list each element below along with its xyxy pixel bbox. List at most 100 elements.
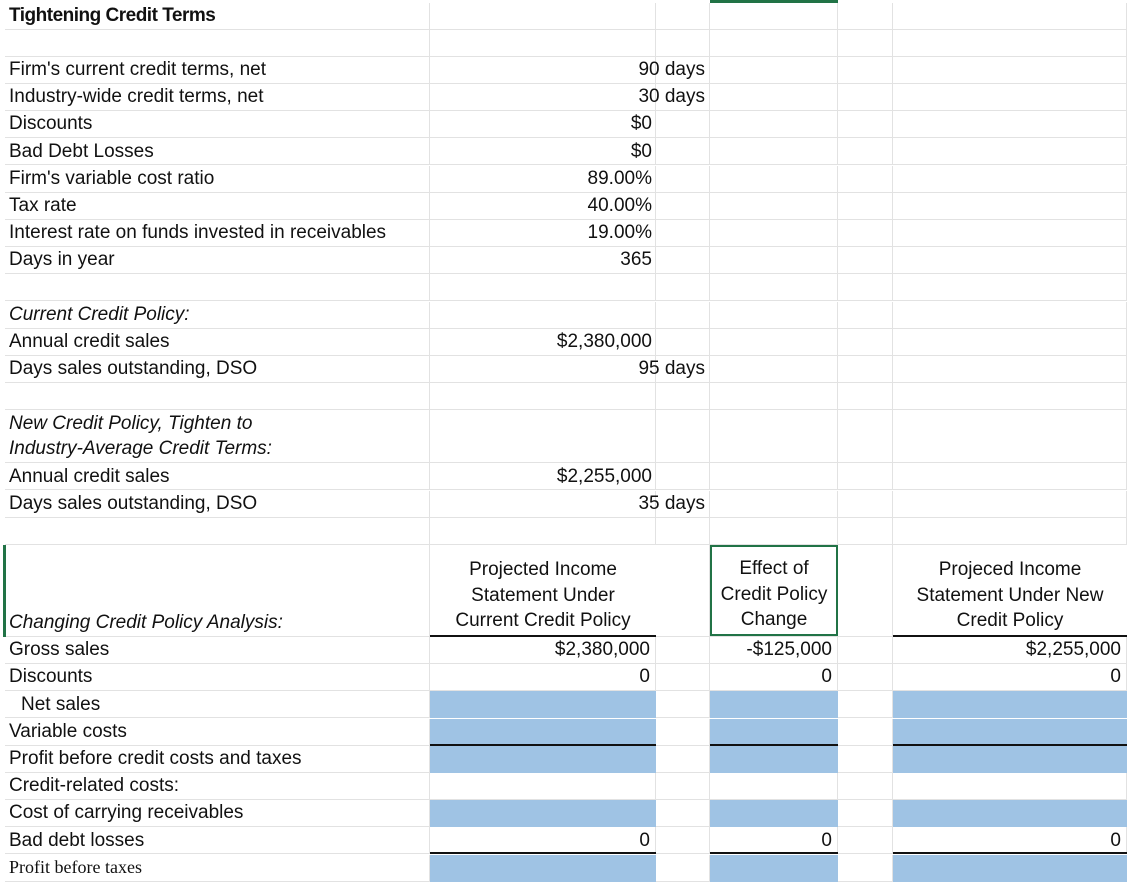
grid-cell <box>430 219 656 248</box>
cell-value: 0 <box>639 666 650 688</box>
grid-cell <box>430 301 656 329</box>
grid-cell <box>893 664 1127 692</box>
grid-cell <box>893 56 1127 84</box>
grid-cell <box>5 301 430 329</box>
cell-label: Annual credit sales <box>9 465 170 487</box>
grid-cell <box>430 383 656 411</box>
data-cell <box>710 691 838 719</box>
grid-cell <box>893 274 1127 302</box>
grid-cell <box>5 745 430 773</box>
cell-label: Current Credit Policy: <box>9 303 190 325</box>
cell-label: Changing Credit Policy Analysis: <box>9 611 283 633</box>
grid-cell <box>430 83 656 112</box>
grid-cell <box>430 355 656 384</box>
grid-cell <box>710 383 838 411</box>
column-header-text: Projeced Income Statement Under New Cred… <box>916 559 1104 632</box>
grid-cell <box>5 383 430 411</box>
grid-cell <box>5 56 430 84</box>
grid-cell <box>656 800 710 828</box>
grid-cell <box>838 274 893 302</box>
data-cell <box>430 854 656 882</box>
grid-cell <box>430 165 656 193</box>
data-cell <box>893 664 1127 691</box>
grid-cell <box>893 355 1127 384</box>
cell-value: 0 <box>1110 829 1121 851</box>
cell-value: 0 <box>1110 666 1121 688</box>
data-cell <box>710 664 838 691</box>
cell-label: Cost of carrying receivables <box>9 802 244 824</box>
column-header: Projeced Income Statement Under New Cred… <box>893 544 1127 637</box>
grid-cell <box>838 219 893 248</box>
cell-label: Firm's variable cost ratio <box>9 167 215 189</box>
grid-cell <box>838 745 893 773</box>
grid-cell <box>656 138 710 166</box>
grid-cell <box>5 463 430 491</box>
cell-label: Discounts <box>9 666 93 688</box>
grid-cell <box>5 691 430 719</box>
grid-cell <box>838 691 893 719</box>
grid-cell <box>5 772 430 801</box>
grid-cell <box>5 664 430 692</box>
cell-value: 89.00% <box>587 167 652 189</box>
cell-label: Interest rate on funds invested in recei… <box>9 222 387 244</box>
cell-value: 0 <box>821 829 832 851</box>
grid-cell <box>5 219 430 248</box>
data-cell <box>893 745 1127 773</box>
cell-label: Bad Debt Losses <box>9 140 154 162</box>
cell-label: Industry-wide credit terms, net <box>9 86 264 108</box>
data-cell <box>430 827 656 855</box>
grid-cell <box>430 274 656 302</box>
data-cell <box>710 827 838 855</box>
cell-label: Gross sales <box>9 639 110 661</box>
grid-cell <box>838 517 893 545</box>
grid-cell <box>430 517 656 545</box>
grid-cell <box>710 56 838 84</box>
grid-cell <box>893 3 1127 30</box>
grid-cell <box>710 29 838 57</box>
grid-cell <box>430 636 656 665</box>
grid-cell <box>893 636 1127 665</box>
grid-cell <box>838 355 893 384</box>
grid-cell <box>710 664 838 692</box>
grid-cell <box>710 165 838 193</box>
data-cell <box>430 745 656 773</box>
grid-cell <box>656 274 710 302</box>
grid-cell <box>5 544 430 637</box>
grid-cell <box>893 328 1127 356</box>
grid-cell <box>838 854 893 882</box>
grid-cell <box>893 517 1127 545</box>
grid-cell <box>838 111 893 139</box>
grid-cell <box>656 636 710 665</box>
grid-cell <box>893 247 1127 275</box>
selection-top <box>710 0 838 3</box>
cell-value: $2,380,000 <box>556 330 652 352</box>
grid-cell <box>838 56 893 84</box>
grid-cell <box>430 138 656 166</box>
cell-value: $2,380,000 <box>554 639 650 661</box>
grid-cell <box>710 301 838 329</box>
cell-value: $2,255,000 <box>556 465 652 487</box>
grid-cell <box>838 544 893 637</box>
grid-cell <box>710 772 838 801</box>
grid-cell <box>5 490 430 518</box>
grid-cell <box>656 517 710 545</box>
grid-cell <box>656 301 710 329</box>
grid-cell <box>838 800 893 828</box>
grid-cell <box>656 854 710 882</box>
cell-label: Days sales outstanding, DSO <box>9 358 258 380</box>
grid-cell <box>710 355 838 384</box>
grid-cell <box>656 56 710 84</box>
grid-cell <box>656 29 710 57</box>
grid-cell <box>893 301 1127 329</box>
data-cell <box>430 800 656 828</box>
grid-cell <box>5 636 430 665</box>
grid-cell <box>710 83 838 112</box>
grid-cell <box>656 383 710 411</box>
grid-cell <box>430 772 656 801</box>
grid-cell <box>656 355 710 384</box>
data-cell <box>710 718 838 746</box>
grid-cell <box>656 772 710 801</box>
cell-value: 95 days <box>638 358 705 380</box>
grid-cell <box>656 165 710 193</box>
cell-label: Annual credit sales <box>9 330 170 352</box>
